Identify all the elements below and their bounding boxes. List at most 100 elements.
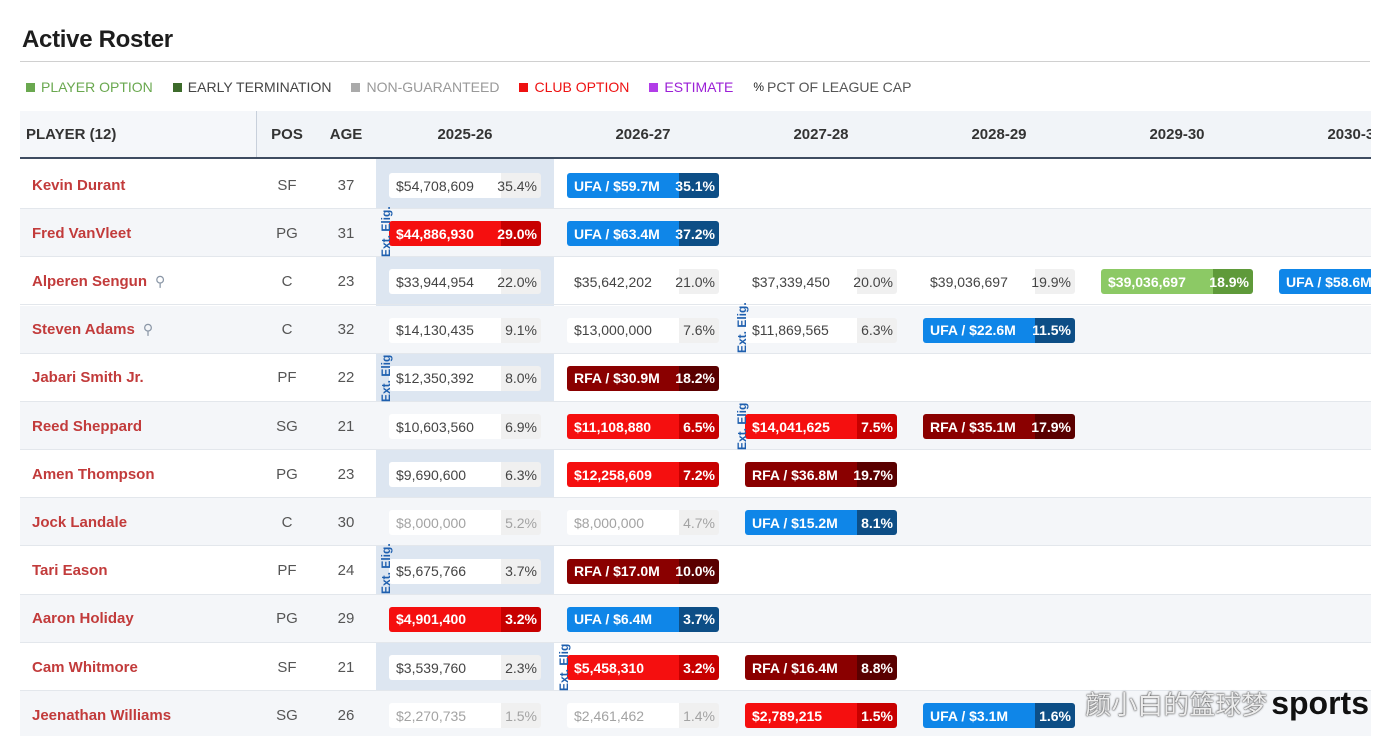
salary-cell[interactable]: $33,944,954 22.0% xyxy=(389,269,541,295)
salary-cell[interactable]: $37,339,450 20.0% xyxy=(745,269,897,295)
extension-eligible-marker: Ext. Elig. xyxy=(381,161,395,257)
cap-percentage: 3.2% xyxy=(501,606,541,632)
salary-amount: $12,258,609 xyxy=(567,462,679,488)
legend-item[interactable]: % PCT OF LEAGUE CAP xyxy=(753,79,911,95)
table-row: Jabari Smith Jr. PF 22 $12,350,392 8.0% RFA /… xyxy=(20,354,1371,402)
salary-amount: $2,270,735 xyxy=(389,703,501,729)
player-position: SG xyxy=(276,417,298,435)
salary-cell[interactable]: UFA / $59.7M 35.1% xyxy=(567,173,719,198)
salary-cell[interactable]: $5,458,310 3.2% xyxy=(567,655,719,680)
cap-percentage: 3.7% xyxy=(679,606,719,632)
map-pin-lock-icon[interactable]: ⚲ xyxy=(155,272,166,289)
salary-cell[interactable]: RFA / $17.0M 10.0% xyxy=(567,558,719,584)
player-name: Aaron Holiday xyxy=(32,610,134,628)
pos-column-header[interactable]: POS xyxy=(271,125,303,143)
salary-cell[interactable]: $4,901,400 3.2% xyxy=(389,606,541,632)
player-name-link[interactable]: Cam Whitmore xyxy=(32,643,138,691)
salary-cell[interactable]: RFA / $16.4M 8.8% xyxy=(745,655,897,680)
cap-percentage: 35.1% xyxy=(675,173,719,198)
salary-cell[interactable]: $8,000,000 5.2% xyxy=(389,510,541,536)
salary-amount: RFA / $16.4M xyxy=(745,655,857,680)
player-name-link[interactable]: Jeenathan Williams xyxy=(32,691,171,736)
salary-cell[interactable]: UFA / $6.4M 3.7% xyxy=(567,606,719,632)
season-column-header[interactable]: 2025-26 xyxy=(437,125,493,143)
salary-cell[interactable]: RFA / $30.9M 18.2% xyxy=(567,365,719,391)
legend-item[interactable]: CLUB OPTION xyxy=(519,79,629,95)
player-name-link[interactable]: Tari Eason xyxy=(32,547,108,595)
salary-cell[interactable]: $2,789,215 1.5% xyxy=(745,703,897,729)
season-column-header[interactable]: 2030-31 xyxy=(1327,125,1371,143)
player-name-link[interactable]: Jock Landale xyxy=(32,498,127,546)
salary-cell[interactable]: $8,000,000 4.7% xyxy=(567,510,719,536)
player-column-header[interactable]: PLAYER (12) xyxy=(20,111,257,157)
salary-cell[interactable]: $12,350,392 8.0% xyxy=(389,365,541,391)
salary-cell[interactable]: $39,036,697 18.9% xyxy=(1101,269,1253,295)
player-name-link[interactable]: Amen Thompson xyxy=(32,450,155,498)
player-name: Jeenathan Williams xyxy=(32,706,172,724)
player-name-link[interactable]: Steven Adams ⚲ xyxy=(32,306,153,354)
legend-swatch-icon xyxy=(351,82,361,92)
cap-percentage: 6.3% xyxy=(857,317,897,343)
legend-swatch-icon xyxy=(519,82,529,92)
salary-cell[interactable]: $14,041,625 7.5% xyxy=(745,414,897,439)
map-pin-lock-icon[interactable]: ⚲ xyxy=(142,321,154,338)
salary-amount: $44,886,930 xyxy=(389,221,501,247)
season-column-header[interactable]: 2027-28 xyxy=(793,125,849,143)
salary-cell[interactable]: $13,000,000 7.6% xyxy=(567,317,719,343)
salary-cell[interactable]: UFA / $3.1M 1.6% xyxy=(923,703,1075,729)
salary-cell[interactable]: $5,675,766 3.7% xyxy=(389,558,541,584)
player-name-link[interactable]: Aaron Holiday xyxy=(32,595,134,643)
legend-label: ESTIMATE xyxy=(664,79,734,95)
salary-cell[interactable]: $11,108,880 6.5% xyxy=(567,414,719,439)
salary-cell[interactable]: UFA / $58.6M xyxy=(1279,269,1371,295)
salary-cell[interactable]: $2,270,735 1.5% xyxy=(389,703,541,729)
legend-item[interactable]: ESTIMATE xyxy=(649,79,733,95)
legend-item[interactable]: PLAYER OPTION xyxy=(26,79,153,95)
salary-cell[interactable]: UFA / $15.2M 8.1% xyxy=(745,510,897,536)
salary-cell[interactable]: RFA / $36.8M 19.7% xyxy=(745,462,897,488)
cap-percentage: 18.2% xyxy=(675,365,719,391)
player-name: Cam Whitmore xyxy=(32,658,138,676)
salary-cell[interactable]: $54,708,609 35.4% xyxy=(389,173,541,198)
player-age: 30 xyxy=(337,513,355,531)
salary-cell[interactable]: RFA / $35.1M 17.9% xyxy=(923,414,1075,439)
player-name-link[interactable]: Fred VanVleet xyxy=(32,209,131,257)
player-name-link[interactable]: Jabari Smith Jr. xyxy=(32,354,144,402)
player-name-link[interactable]: Alperen Sengun ⚲ xyxy=(32,257,165,305)
cap-percentage: 2.3% xyxy=(501,655,541,680)
player-name-link[interactable]: Reed Sheppard xyxy=(32,402,142,450)
salary-cell[interactable]: $39,036,697 19.9% xyxy=(923,269,1075,295)
salary-cell[interactable]: $12,258,609 7.2% xyxy=(567,462,719,488)
salary-cell[interactable]: $3,539,760 2.3% xyxy=(389,655,541,680)
season-column-header[interactable]: 2028-29 xyxy=(971,125,1027,143)
salary-amount: UFA / $59.7M xyxy=(567,173,679,198)
player-name: Jock Landale xyxy=(32,513,128,531)
extension-eligible-label: Ext. Elig. xyxy=(381,206,393,257)
salary-cell[interactable]: $35,642,202 21.0% xyxy=(567,269,719,295)
salary-cell[interactable]: UFA / $22.6M 11.5% xyxy=(923,317,1075,343)
legend-label: PLAYER OPTION xyxy=(41,79,153,95)
cap-percentage: 6.9% xyxy=(501,414,541,439)
player-age: 21 xyxy=(337,417,355,435)
cap-percentage: 4.7% xyxy=(679,510,719,536)
salary-cell[interactable]: $10,603,560 6.9% xyxy=(389,414,541,439)
legend-item[interactable]: EARLY TERMINATION xyxy=(172,79,331,95)
salary-cell[interactable]: $44,886,930 29.0% xyxy=(389,221,541,247)
table-header: PLAYER (12) POS AGE 2025-26 2026-27 2027-2… xyxy=(20,111,1371,159)
age-column-header[interactable]: AGE xyxy=(329,125,363,143)
salary-cell[interactable]: $2,461,462 1.4% xyxy=(567,703,719,729)
salary-amount: $11,869,565 xyxy=(745,317,857,343)
player-position: PG xyxy=(276,224,298,242)
player-name: Reed Sheppard xyxy=(32,417,143,435)
cap-percentage: 6.5% xyxy=(679,414,719,439)
legend-swatch-icon xyxy=(172,82,182,92)
salary-cell[interactable]: UFA / $63.4M 37.2% xyxy=(567,221,719,247)
player-name-link[interactable]: Kevin Durant xyxy=(32,161,125,209)
season-column-header[interactable]: 2029-30 xyxy=(1149,125,1205,143)
season-column-header[interactable]: 2026-27 xyxy=(615,125,671,143)
salary-cell[interactable]: $14,130,435 9.1% xyxy=(389,317,541,343)
salary-cell[interactable]: $11,869,565 6.3% xyxy=(745,317,897,343)
legend-label: CLUB OPTION xyxy=(534,79,630,95)
legend-item[interactable]: NON-GUARANTEED xyxy=(351,79,499,95)
salary-cell[interactable]: $9,690,600 6.3% xyxy=(389,462,541,488)
